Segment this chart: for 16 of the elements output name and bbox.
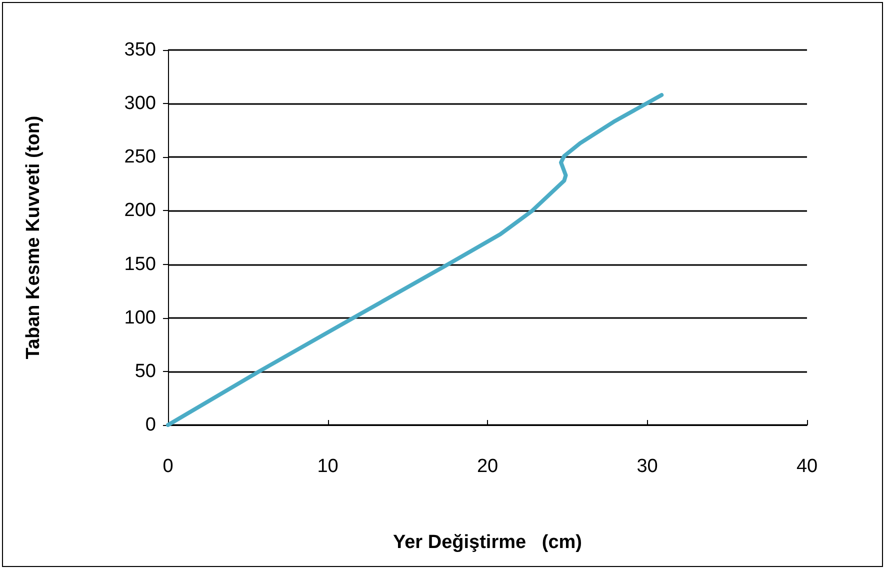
x-tick-label: 0 — [162, 456, 174, 477]
y-axis-title: Taban Kesme Kuvveti (ton) — [23, 116, 44, 360]
x-tick-label: 10 — [317, 456, 338, 477]
y-tick-label: 50 — [134, 360, 156, 382]
y-tick-label: 150 — [124, 254, 156, 275]
x-tick-label: 40 — [796, 456, 818, 477]
line-series — [166, 93, 664, 427]
y-tick-label: 250 — [124, 146, 156, 168]
y-tick-label: 200 — [124, 200, 156, 222]
x-tick-label: 30 — [636, 456, 658, 477]
x-tick-label: 20 — [476, 456, 498, 477]
x-axis-title: Yer Değiştirme (cm) — [392, 532, 582, 553]
y-tick-label: 100 — [124, 307, 156, 328]
y-tick-label: 0 — [145, 414, 156, 436]
y-tick-label: 300 — [124, 93, 156, 114]
y-tick-label: 350 — [124, 40, 156, 60]
